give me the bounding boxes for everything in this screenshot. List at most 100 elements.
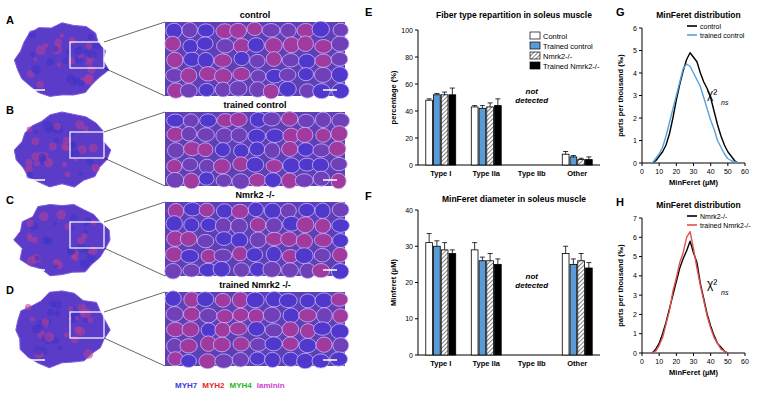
- fiber: [331, 263, 349, 279]
- fiber: [167, 52, 183, 68]
- section-texture: [34, 346, 43, 355]
- fiber: [182, 322, 199, 337]
- legend-label: control: [700, 23, 721, 30]
- fiber: [180, 84, 197, 98]
- fiber: [215, 82, 231, 97]
- fiber: [283, 158, 300, 173]
- fiber: [313, 84, 331, 99]
- section-texture: [30, 53, 35, 58]
- fiber: [263, 84, 279, 99]
- x-tick-label: 50: [724, 168, 732, 175]
- fiber: [181, 68, 197, 83]
- fiber: [213, 159, 230, 174]
- y-tick: [415, 246, 418, 247]
- legend-label: Trained Nmrk2-/-: [543, 62, 600, 71]
- fiber: [279, 81, 296, 96]
- x-tick-label: Type I: [430, 169, 451, 178]
- zoom-connector: [104, 158, 165, 186]
- y-tick-label: 7: [633, 215, 637, 222]
- error-bar: [434, 93, 439, 94]
- figure: AcontrolBtrained controlCNmrk2 -/-Dtrain…: [0, 0, 757, 400]
- y-tick: [415, 282, 418, 283]
- y-tick-label: 20: [405, 135, 413, 142]
- zoom-connector: [104, 338, 165, 366]
- x-tick-label: 0: [640, 358, 644, 365]
- section-texture: [71, 335, 79, 343]
- panel-label: trained Nmrk2 -/-: [219, 280, 291, 290]
- error-bars: [427, 234, 592, 268]
- section-texture: [78, 80, 85, 87]
- x-tick-label: 10: [655, 168, 663, 175]
- fiber: [333, 309, 348, 323]
- bar: [585, 268, 592, 355]
- fiber: [184, 218, 199, 232]
- error-bar: [495, 99, 500, 106]
- scale-bar: [25, 269, 45, 271]
- bar: [570, 264, 577, 355]
- fiber: [248, 202, 263, 216]
- section-texture: [41, 156, 46, 161]
- fiber: [279, 294, 297, 308]
- x-tick: [710, 163, 711, 166]
- bars: [426, 243, 592, 355]
- y-tick-label: 0: [409, 162, 413, 169]
- chart-title: MinFeret distribution: [656, 200, 741, 210]
- fiber: [213, 337, 230, 352]
- y-tick-label: 0: [409, 352, 413, 359]
- fiber: [250, 338, 267, 351]
- x-tick-label: 0: [640, 168, 644, 175]
- section-texture: [70, 225, 75, 230]
- section-texture: [84, 349, 94, 359]
- fiber: [247, 22, 262, 35]
- fiber: [263, 261, 281, 277]
- annotation: notdetected: [515, 87, 549, 105]
- x-tick-label: 40: [707, 168, 715, 175]
- x-tick-label: 30: [690, 168, 698, 175]
- fiber: [217, 310, 233, 323]
- section-texture: [39, 212, 49, 222]
- y-tick-label: 0: [633, 350, 637, 357]
- fiber: [251, 70, 266, 83]
- fiber: [197, 128, 214, 142]
- panel-label: Nmrk2 -/-: [235, 190, 274, 200]
- fiber: [250, 232, 266, 248]
- fiber: [215, 69, 232, 84]
- legend-swatch: [530, 62, 540, 69]
- fiber: [201, 218, 217, 232]
- fiber: [234, 51, 249, 65]
- fiber: [329, 141, 346, 156]
- section-texture: [46, 58, 54, 66]
- fiber: [266, 160, 283, 173]
- fiber: [233, 308, 249, 321]
- bar: [449, 95, 456, 165]
- error-bar: [472, 106, 477, 107]
- fiber: [279, 68, 296, 81]
- y-tick: [639, 118, 642, 119]
- fiber: [314, 322, 332, 335]
- fiber: [230, 23, 247, 38]
- fiber: [265, 173, 282, 188]
- fiber: [313, 171, 329, 186]
- section-texture: [83, 223, 87, 227]
- y-tick-label: 2: [633, 115, 637, 122]
- legend-label: Trained control: [543, 42, 593, 51]
- fiber: [315, 293, 333, 308]
- legend-swatch: [530, 42, 540, 49]
- fiber: [283, 352, 299, 366]
- fiber: [166, 172, 183, 188]
- fiber: [233, 67, 250, 80]
- panel-label: control: [240, 10, 271, 20]
- fiber: [330, 352, 348, 366]
- section-texture: [77, 237, 85, 245]
- bar: [426, 100, 433, 165]
- fiber: [246, 157, 263, 172]
- fiber: [230, 322, 248, 335]
- legend-swatch: [687, 34, 697, 36]
- fiber: [282, 337, 298, 351]
- fiber: [214, 54, 232, 67]
- fiber: [182, 158, 198, 171]
- section-texture: [84, 74, 94, 84]
- section-texture: [54, 123, 61, 130]
- fiber: [231, 128, 247, 143]
- bar: [578, 261, 585, 355]
